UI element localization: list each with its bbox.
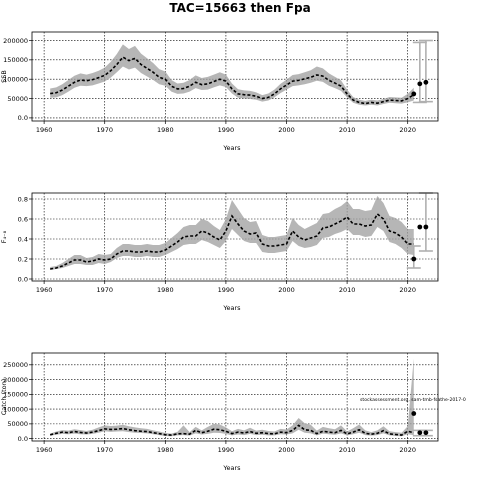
chart1-frame	[31, 31, 439, 122]
chart2-ytick-label: 0.8	[18, 195, 28, 203]
chart2-point	[423, 224, 429, 230]
chart3-annotation: stockassessment.org, sam-tmb-fsathe-2017…	[360, 397, 466, 403]
chart1-xtick-label: 2010	[339, 126, 356, 134]
chart3-point	[423, 430, 429, 436]
chart2-xtick-label: 1960	[36, 286, 53, 294]
chart3-ytick-label: 250000	[3, 361, 28, 369]
chart3-estimate-line	[49, 424, 414, 436]
chart1-xlabel: Years	[222, 144, 241, 152]
chart1-ytick-label: 200000	[3, 37, 28, 45]
chart1-point	[417, 81, 423, 87]
chart3-ytick-label: 150000	[3, 391, 28, 399]
chart3-ytick-label: 0.0	[18, 435, 28, 443]
figure-title: TAC=15663 then Fpa	[169, 1, 310, 15]
chart3-xtick-label: 2010	[339, 446, 356, 454]
chart3-ylabel: Catch (ton)	[0, 379, 8, 416]
chart3-point	[411, 411, 417, 416]
chart2-xtick-label: 2020	[399, 286, 416, 294]
chart2-ytick-label: 0.6	[18, 215, 28, 223]
chart1-estimate-line	[50, 56, 415, 105]
chart3-ytick-label: 100000	[3, 405, 28, 413]
chart2-xlabel: Years	[222, 304, 241, 312]
chart1-xtick-label: 1970	[96, 126, 113, 134]
chart2-point	[411, 256, 417, 262]
chart3-point	[417, 430, 423, 436]
chart1-ylabel: SSB	[0, 70, 8, 83]
chart1-point	[423, 79, 429, 85]
chart1-ytick-label: 150000	[3, 56, 28, 64]
chart3-xtick-label: 1990	[218, 446, 235, 454]
chart3-xtick-label: 1960	[36, 446, 53, 454]
chart1-xtick-label: 2020	[399, 126, 416, 134]
chart3-ytick-label: 200000	[3, 376, 28, 384]
chart3-xtick-label: 2000	[278, 446, 295, 454]
chart1-ytick-label: 100000	[3, 76, 28, 84]
chart2-ytick-label: 0.4	[18, 235, 28, 243]
chart2-xtick-label: 1980	[157, 286, 174, 294]
chart3-xlabel: Years	[222, 464, 241, 472]
chart1-xtick-label: 2000	[278, 126, 295, 134]
chart1-point	[411, 91, 417, 97]
chart2-xtick-label: 2010	[339, 286, 356, 294]
chart2-xtick-label: 1990	[218, 286, 235, 294]
chart2-point	[417, 224, 423, 230]
chart2-frame	[31, 192, 439, 282]
chart2-ytick-label: 0.0	[18, 275, 28, 283]
chart1-xtick-label: 1980	[157, 126, 174, 134]
chart2-ylabel: F₄₋₈	[0, 230, 8, 243]
chart2-estimate-line	[50, 212, 414, 270]
chart3-xtick-label: 1980	[157, 446, 174, 454]
chart2-xtick-label: 2000	[278, 286, 295, 294]
chart2-ytick-label: 0.2	[18, 255, 28, 263]
chart3-frame	[31, 352, 439, 442]
chart3-xtick-label: 2020	[399, 446, 416, 454]
chart1-confidence-band	[50, 44, 414, 106]
chart1-xtick-label: 1960	[36, 126, 53, 134]
chart1-ytick-label: 0.0	[18, 114, 28, 122]
chart3-ytick-label: 50000	[7, 420, 28, 428]
chart1-ytick-label: 50000	[7, 95, 28, 103]
chart1-xtick-label: 1990	[218, 126, 235, 134]
chart2-xtick-label: 1970	[96, 286, 113, 294]
chart3-xtick-label: 1970	[96, 446, 113, 454]
